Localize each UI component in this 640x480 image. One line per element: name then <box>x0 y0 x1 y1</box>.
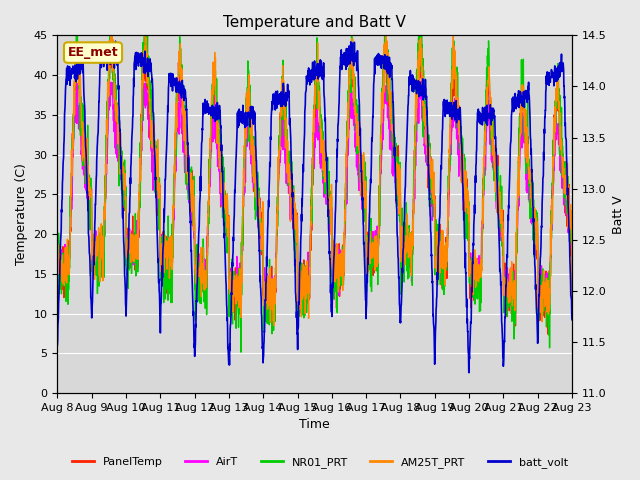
NR01_PRT <box>341 218 349 224</box>
PanelTemp <box>544 331 552 337</box>
AM25T_PRT <box>523 137 531 143</box>
batt_volt <box>330 266 337 272</box>
AM25T_PRT <box>54 258 61 264</box>
AM25T_PRT <box>197 265 205 271</box>
batt_volt <box>340 58 348 64</box>
batt_volt <box>54 342 61 348</box>
AM25T_PRT <box>270 323 278 328</box>
Line: NR01_PRT: NR01_PRT <box>58 36 572 352</box>
batt_volt <box>568 317 576 323</box>
AirT <box>538 285 545 291</box>
PanelTemp <box>197 296 205 301</box>
batt_volt <box>464 345 472 350</box>
batt_volt <box>465 370 473 375</box>
AirT <box>265 311 273 317</box>
AirT <box>340 226 348 232</box>
NR01_PRT <box>523 143 531 149</box>
AirT <box>54 253 61 259</box>
AirT <box>568 267 576 273</box>
PanelTemp <box>568 301 576 307</box>
AM25T_PRT <box>568 295 576 301</box>
Line: AM25T_PRT: AM25T_PRT <box>58 36 572 325</box>
Text: EE_met: EE_met <box>68 46 118 59</box>
PanelTemp <box>54 251 61 257</box>
NR01_PRT <box>197 300 205 306</box>
AM25T_PRT <box>538 300 545 305</box>
PanelTemp <box>464 214 472 220</box>
X-axis label: Time: Time <box>300 419 330 432</box>
PanelTemp <box>340 233 348 239</box>
AM25T_PRT <box>341 207 349 213</box>
AirT <box>523 190 531 195</box>
NR01_PRT <box>568 296 576 302</box>
Line: AirT: AirT <box>58 69 572 314</box>
Title: Temperature and Batt V: Temperature and Batt V <box>223 15 406 30</box>
AirT <box>465 208 472 214</box>
NR01_PRT <box>54 281 61 287</box>
batt_volt <box>538 228 545 234</box>
batt_volt <box>112 38 120 44</box>
NR01_PRT <box>72 33 80 38</box>
AM25T_PRT <box>465 193 472 199</box>
NR01_PRT <box>465 211 472 216</box>
NR01_PRT <box>237 349 244 355</box>
PanelTemp <box>537 292 545 298</box>
batt_volt <box>523 92 531 97</box>
AirT <box>197 268 205 274</box>
Line: batt_volt: batt_volt <box>58 41 572 372</box>
AM25T_PRT <box>330 237 337 243</box>
AirT <box>330 258 337 264</box>
PanelTemp <box>523 137 531 143</box>
PanelTemp <box>143 36 150 42</box>
Legend: PanelTemp, AirT, NR01_PRT, AM25T_PRT, batt_volt: PanelTemp, AirT, NR01_PRT, AM25T_PRT, ba… <box>68 452 572 472</box>
Y-axis label: Temperature (C): Temperature (C) <box>15 163 28 265</box>
Line: PanelTemp: PanelTemp <box>58 39 572 334</box>
PanelTemp <box>330 278 337 284</box>
AirT <box>415 66 423 72</box>
batt_volt <box>197 162 205 168</box>
Y-axis label: Batt V: Batt V <box>612 195 625 234</box>
AM25T_PRT <box>107 33 115 38</box>
NR01_PRT <box>330 289 337 295</box>
NR01_PRT <box>538 299 545 304</box>
